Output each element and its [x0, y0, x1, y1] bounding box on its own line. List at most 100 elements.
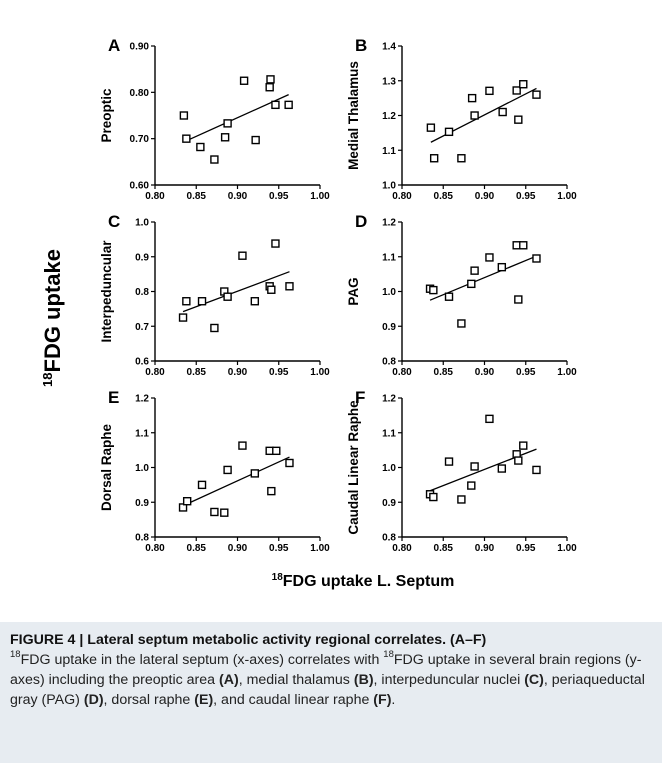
caption-sup-1: 18 — [10, 649, 21, 661]
data-point-f — [457, 495, 466, 504]
y-tick-label-f: 1.0 — [382, 463, 396, 474]
x-tick-label-b: 0.90 — [475, 191, 495, 202]
data-point-c — [267, 285, 276, 294]
y-tick-label-b: 1.3 — [382, 76, 396, 87]
y-tick-label-e: 0.9 — [135, 498, 149, 509]
data-point-b — [532, 90, 541, 99]
data-point-d — [532, 254, 541, 263]
panel-letter-a: A — [108, 36, 120, 55]
x-tick-label-f: 0.95 — [516, 543, 536, 554]
scatter-panel-c: C Interpeduncular 0.6 0.7 0.8 0.9 1.0 0.80 0.85 0… — [99, 212, 330, 378]
data-point-f — [519, 441, 528, 450]
y-tick-label-f: 1.1 — [382, 428, 396, 439]
data-point-f — [444, 457, 454, 466]
data-point-f — [532, 465, 541, 475]
data-point-d — [467, 279, 476, 289]
y-tick-label-a: 0.80 — [130, 88, 150, 99]
y-tick-label-f: 1.2 — [382, 394, 396, 405]
data-point-f — [514, 456, 523, 465]
data-point-b — [426, 123, 436, 132]
caption-ref-d: (D) — [83, 692, 104, 708]
x-tick-label-b: 1.00 — [557, 191, 577, 202]
y-tick-label-c: 0.9 — [135, 252, 149, 263]
figure-caption: FIGURE 4 | Lateral septum metabolic acti… — [0, 622, 662, 763]
data-point-b — [498, 107, 507, 117]
x-tick-label-a: 0.90 — [228, 191, 248, 202]
shared-y-axis-label-sup: 18 — [40, 373, 55, 387]
caption-text-6: , dorsal raphe — [103, 692, 195, 708]
panel-letter-f: F — [355, 388, 365, 407]
data-point-e — [182, 497, 192, 506]
data-point-e — [285, 458, 294, 468]
caption-title: FIGURE 4 | Lateral septum metabolic acti… — [10, 632, 487, 648]
regression-line-a — [183, 94, 289, 143]
x-tick-label-f: 0.80 — [392, 543, 412, 554]
data-point-c — [182, 297, 191, 306]
panel-letter-b: B — [355, 36, 367, 55]
data-point-f — [497, 464, 507, 473]
caption-text-3: , medial thalamus — [238, 672, 354, 688]
data-point-d — [497, 262, 507, 272]
x-tick-label-e: 0.85 — [187, 543, 207, 554]
data-point-c — [285, 282, 294, 291]
caption-text-8: . — [391, 692, 396, 708]
x-tick-label-d: 0.90 — [475, 367, 495, 378]
data-point-d — [485, 253, 494, 262]
y-tick-label-b: 1.1 — [382, 146, 396, 157]
data-point-a — [271, 100, 280, 110]
x-tick-label-b: 0.80 — [392, 191, 412, 202]
data-point-e — [210, 507, 219, 517]
data-point-a — [196, 142, 205, 152]
data-point-b — [470, 111, 479, 120]
x-tick-label-c: 0.90 — [228, 367, 248, 378]
x-tick-label-a: 0.95 — [269, 191, 289, 202]
data-point-e — [220, 508, 229, 517]
x-tick-label-a: 1.00 — [310, 191, 330, 202]
y-tick-label-d: 1.0 — [382, 287, 396, 298]
data-point-c — [210, 323, 219, 333]
data-point-e — [223, 465, 232, 475]
data-point-b — [444, 127, 454, 137]
data-point-a — [239, 76, 249, 85]
data-point-b — [457, 154, 466, 163]
x-tick-label-e: 0.95 — [269, 543, 289, 554]
x-tick-label-d: 0.80 — [392, 367, 412, 378]
y-tick-label-a: 0.70 — [130, 134, 150, 145]
y-tick-label-a: 0.60 — [130, 181, 150, 192]
data-point-a — [284, 100, 293, 110]
x-tick-label-c: 1.00 — [310, 367, 330, 378]
x-tick-label-f: 0.85 — [434, 543, 454, 554]
y-tick-label-e: 1.1 — [135, 428, 149, 439]
x-tick-label-c: 0.85 — [187, 367, 207, 378]
data-point-d — [514, 295, 523, 304]
data-point-c — [238, 251, 247, 260]
y-tick-label-a: 0.90 — [130, 42, 150, 53]
data-point-c — [197, 297, 207, 306]
y-tick-label-f: 0.8 — [382, 533, 396, 544]
scatter-panel-e: E Dorsal Raphe 0.8 0.9 1.0 1.1 1.2 0.80 0.85 0.90… — [99, 388, 330, 554]
caption-text-5: , periaqueductal gray (PAG) — [10, 672, 645, 708]
caption-ref-e: (E) — [194, 692, 214, 708]
x-tick-label-b: 0.95 — [516, 191, 536, 202]
x-tick-label-e: 0.90 — [228, 543, 248, 554]
data-point-b — [485, 86, 494, 96]
data-point-d — [429, 285, 438, 295]
x-tick-label-e: 1.00 — [310, 543, 330, 554]
caption-ref-a: (A) — [219, 672, 239, 688]
y-tick-label-c: 0.8 — [135, 287, 149, 298]
data-point-f — [485, 414, 494, 424]
data-point-b — [429, 154, 439, 163]
y-tick-label-d: 1.2 — [382, 218, 396, 229]
data-point-c — [178, 313, 188, 322]
x-tick-label-d: 1.00 — [557, 367, 577, 378]
x-tick-label-c: 0.95 — [269, 367, 289, 378]
data-point-c — [223, 292, 232, 301]
caption-text-4: , interpeduncular nuclei — [373, 672, 525, 688]
data-point-a — [182, 134, 191, 143]
scatter-panel-a: A Preoptic 0.60 0.70 0.80 0.90 0.80 0.85 0.90 0.9… — [99, 36, 330, 202]
shared-x-axis-label: 18FDG uptake L. Septum — [272, 572, 455, 590]
y-axis-label-f: Caudal Linear Raphe — [346, 400, 361, 535]
data-point-d — [519, 241, 528, 250]
shared-y-axis-label: 18FDG uptake — [40, 249, 65, 387]
data-point-a — [265, 83, 274, 92]
